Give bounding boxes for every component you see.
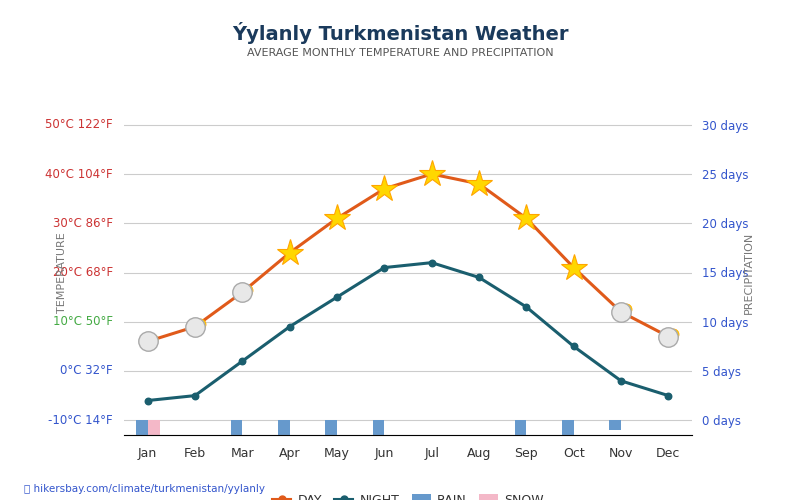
Text: Ýylanly Turkmenistan Weather: Ýylanly Turkmenistan Weather bbox=[232, 22, 568, 44]
Point bbox=[520, 303, 533, 311]
Text: ⦾ hikersbay.com/climate/turkmenistan/yylanly: ⦾ hikersbay.com/climate/turkmenistan/yyl… bbox=[24, 484, 265, 494]
Point bbox=[614, 377, 627, 385]
Bar bbox=[609, 420, 621, 430]
Point bbox=[330, 293, 343, 301]
Text: 20°C 68°F: 20°C 68°F bbox=[53, 266, 113, 279]
Text: PRECIPITATION: PRECIPITATION bbox=[744, 232, 754, 314]
Bar bbox=[230, 420, 242, 460]
Bar bbox=[373, 420, 384, 460]
Text: AVERAGE MONTHLY TEMPERATURE AND PRECIPITATION: AVERAGE MONTHLY TEMPERATURE AND PRECIPIT… bbox=[246, 48, 554, 58]
Bar bbox=[136, 420, 148, 450]
Point bbox=[142, 396, 154, 404]
Point bbox=[567, 342, 580, 350]
Point bbox=[378, 264, 390, 272]
Point bbox=[662, 392, 674, 400]
Text: 40°C 104°F: 40°C 104°F bbox=[45, 168, 113, 180]
Bar bbox=[514, 420, 526, 460]
Text: 10°C 50°F: 10°C 50°F bbox=[53, 315, 113, 328]
Point bbox=[283, 322, 296, 330]
Text: 30°C 86°F: 30°C 86°F bbox=[53, 217, 113, 230]
Point bbox=[236, 357, 249, 365]
Point bbox=[473, 274, 486, 281]
Text: 0°C 32°F: 0°C 32°F bbox=[60, 364, 113, 378]
Bar bbox=[148, 420, 159, 460]
Text: 50°C 122°F: 50°C 122°F bbox=[45, 118, 113, 132]
Point bbox=[189, 392, 202, 400]
Point bbox=[426, 258, 438, 266]
Text: TEMPERATURE: TEMPERATURE bbox=[57, 232, 66, 313]
Legend: DAY, NIGHT, RAIN, SNOW: DAY, NIGHT, RAIN, SNOW bbox=[267, 488, 549, 500]
Text: -10°C 14°F: -10°C 14°F bbox=[48, 414, 113, 426]
Bar bbox=[325, 420, 337, 440]
Bar bbox=[562, 420, 574, 460]
Bar bbox=[278, 420, 290, 440]
